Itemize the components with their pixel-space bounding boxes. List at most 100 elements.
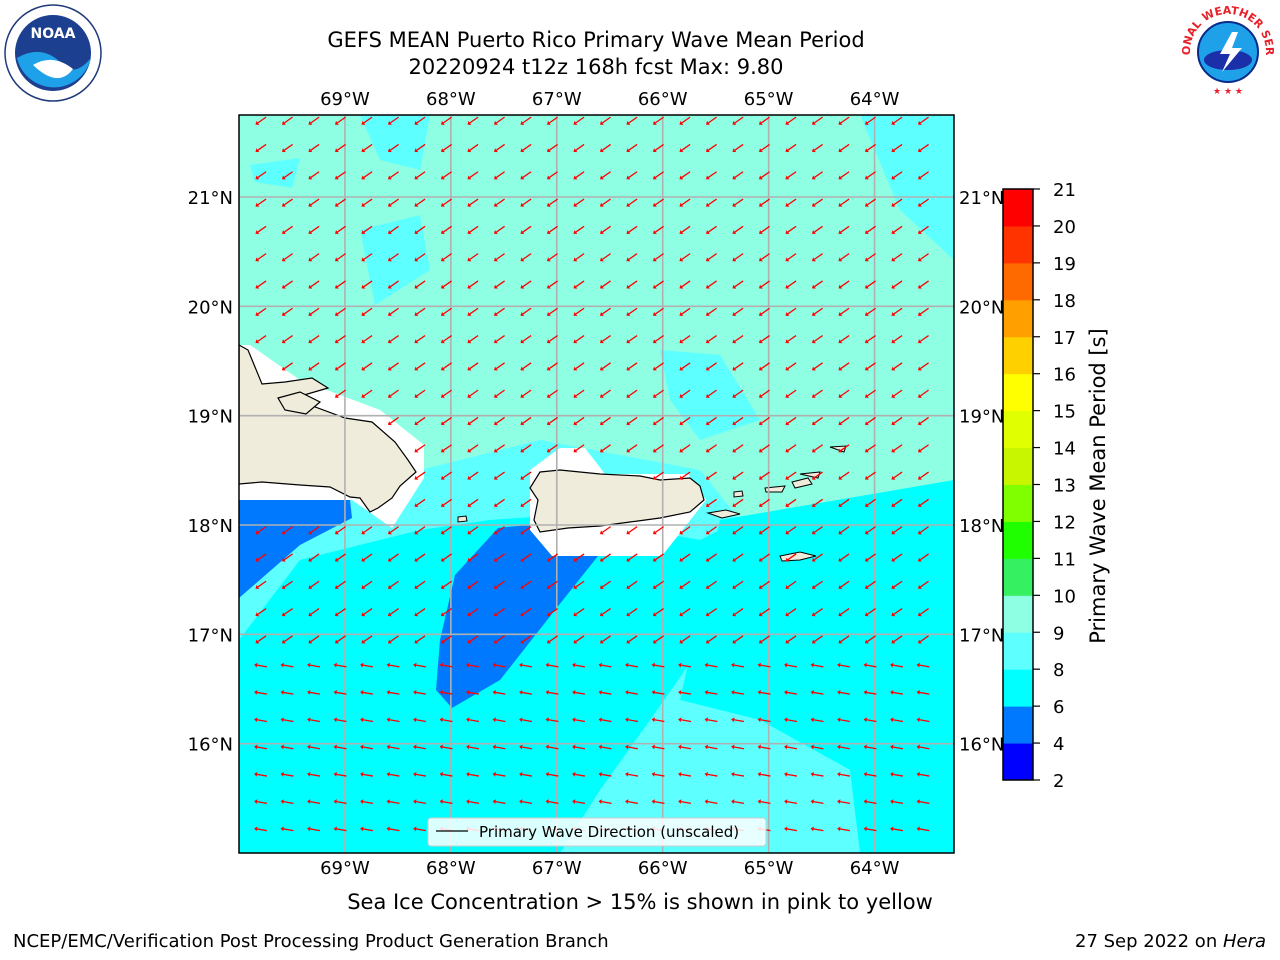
wave-arrow bbox=[785, 526, 797, 535]
lat-tick-label-left: 18°N bbox=[188, 516, 233, 537]
wave-arrow bbox=[626, 198, 638, 207]
wave-arrow bbox=[626, 389, 638, 398]
wave-arrow bbox=[811, 171, 823, 180]
wave-arrow bbox=[520, 334, 532, 344]
wave-arrow bbox=[308, 225, 320, 235]
wave-arrow bbox=[361, 171, 373, 180]
wave-arrow bbox=[599, 171, 611, 180]
wave-arrow bbox=[440, 635, 452, 644]
wave-arrow bbox=[785, 580, 797, 589]
wave-arrow bbox=[308, 526, 320, 535]
wave-arrow bbox=[784, 771, 798, 777]
wave-arrow bbox=[334, 334, 346, 344]
wave-arrow bbox=[838, 171, 850, 180]
wave-arrow bbox=[679, 553, 691, 562]
wave-arrow bbox=[811, 498, 823, 508]
wave-arrow bbox=[811, 389, 823, 398]
wave-arrow bbox=[917, 444, 929, 453]
wave-arrow bbox=[387, 362, 399, 371]
wave-arrow bbox=[413, 662, 427, 668]
wave-arrow bbox=[334, 116, 346, 125]
colorbar-tick-label: 6 bbox=[1053, 697, 1064, 718]
wave-arrow bbox=[545, 799, 559, 805]
wave-arrow bbox=[864, 553, 876, 562]
wave-arrow bbox=[573, 280, 585, 289]
wave-arrow bbox=[626, 580, 638, 589]
wave-arrow bbox=[890, 799, 904, 805]
wave-arrow bbox=[599, 580, 611, 589]
wave-arrow bbox=[492, 717, 506, 723]
wave-arrow bbox=[255, 225, 267, 235]
wave-arrow bbox=[360, 717, 374, 723]
wave-arrow bbox=[652, 362, 664, 371]
wave-arrow bbox=[308, 143, 320, 153]
wave-arrow bbox=[545, 744, 559, 750]
wave-arrow bbox=[414, 580, 426, 589]
wave-arrow bbox=[546, 444, 558, 453]
wave-arrow bbox=[545, 690, 559, 695]
wave-arrow bbox=[334, 607, 346, 617]
wave-arrow bbox=[679, 171, 691, 180]
wave-arrow bbox=[255, 526, 267, 535]
wave-arrow bbox=[890, 744, 904, 750]
colorbar-tick-label: 14 bbox=[1053, 439, 1076, 460]
wave-arrow bbox=[678, 717, 692, 723]
wave-arrow bbox=[599, 334, 611, 344]
wave-arrow bbox=[255, 116, 267, 125]
lat-tick-label-left: 19°N bbox=[188, 407, 233, 428]
wave-arrow bbox=[387, 334, 399, 344]
wave-arrow bbox=[704, 799, 718, 805]
wave-arrow bbox=[360, 662, 374, 668]
star-icon: ★ ★ ★ bbox=[1213, 87, 1243, 97]
wave-arrow bbox=[679, 471, 691, 480]
wave-arrow bbox=[652, 225, 664, 235]
wave-arrow bbox=[705, 116, 717, 125]
wave-arrow bbox=[891, 526, 903, 535]
wave-arrow bbox=[916, 690, 930, 695]
wave-arrow bbox=[917, 553, 929, 562]
wave-arrow bbox=[572, 744, 586, 750]
wave-arrow bbox=[308, 362, 320, 371]
wave-arrow bbox=[838, 225, 850, 235]
wave-arrow bbox=[387, 280, 399, 289]
wave-arrow bbox=[387, 389, 399, 398]
wave-arrow bbox=[652, 253, 664, 262]
wave-arrow bbox=[493, 607, 505, 617]
wave-arrow bbox=[811, 253, 823, 262]
wave-arrow bbox=[891, 416, 903, 426]
wave-arrow bbox=[255, 171, 267, 180]
wave-arrow bbox=[625, 717, 639, 723]
footer-credit: NCEP/EMC/Verification Post Processing Pr… bbox=[13, 931, 609, 952]
wave-arrow bbox=[679, 225, 691, 235]
wave-arrow bbox=[519, 717, 533, 723]
wave-arrow bbox=[811, 635, 823, 644]
wave-arrow bbox=[679, 635, 691, 644]
wave-arrow bbox=[864, 198, 876, 207]
wave-arrow bbox=[467, 635, 479, 644]
period-patch bbox=[590, 700, 850, 853]
wave-arrow bbox=[891, 444, 903, 453]
wave-arrow bbox=[599, 553, 611, 562]
wave-arrow bbox=[758, 280, 770, 289]
wave-arrow bbox=[440, 553, 452, 562]
wave-arrow bbox=[626, 225, 638, 235]
ice-caption-text: Sea Ice Concentration > 15% is shown in … bbox=[347, 890, 933, 914]
wave-arrow bbox=[705, 635, 717, 644]
wave-arrow bbox=[679, 580, 691, 589]
colorbar-swatch bbox=[1003, 706, 1033, 744]
wave-arrow bbox=[386, 690, 400, 695]
wave-arrow bbox=[652, 444, 664, 453]
wave-arrow bbox=[308, 116, 320, 125]
wave-arrow bbox=[891, 498, 903, 508]
wave-arrow bbox=[652, 607, 664, 617]
wave-arrow bbox=[891, 553, 903, 562]
wave-arrow bbox=[573, 171, 585, 180]
island-land bbox=[706, 509, 741, 519]
wave-arrow bbox=[386, 826, 400, 832]
wave-arrow bbox=[864, 580, 876, 589]
wave-arrow bbox=[891, 635, 903, 644]
wave-arrow bbox=[838, 307, 850, 316]
wave-arrow bbox=[493, 471, 505, 480]
wave-arrow bbox=[891, 307, 903, 316]
wave-arrow bbox=[784, 662, 798, 668]
